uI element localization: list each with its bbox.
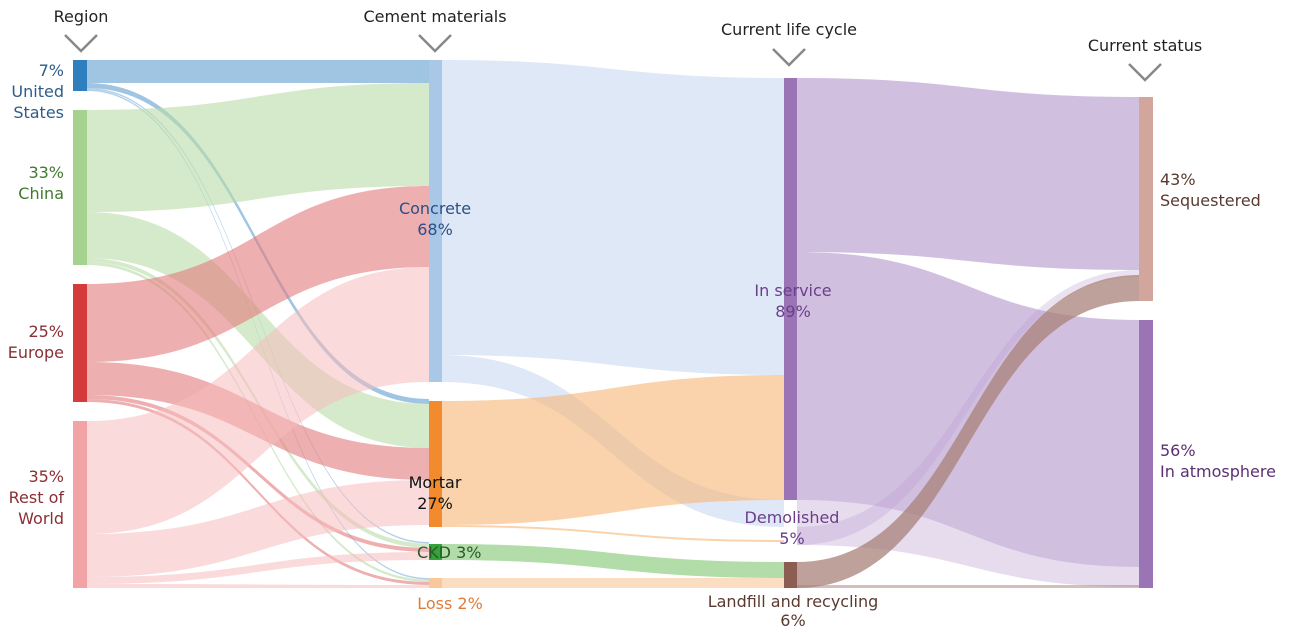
label-atmosphere-name: In atmosphere xyxy=(1160,462,1276,481)
chevron-down-icon xyxy=(772,48,806,67)
node-landfill xyxy=(784,562,797,588)
link-europe-ckd xyxy=(87,395,429,552)
label-mortar-name: Mortar xyxy=(408,473,462,492)
chevron-down-icon xyxy=(418,34,452,53)
label-landfill-name: Landfill and recycling xyxy=(707,592,879,611)
label-ckd-pct: 3% xyxy=(456,543,482,562)
node-in-service xyxy=(784,78,797,500)
label-ckd-name: CKD xyxy=(417,543,451,562)
link-europe-loss xyxy=(87,399,429,585)
label-atmosphere-pct: 56% xyxy=(1160,441,1196,460)
node-ckd xyxy=(429,544,442,560)
link-landfill-sequestered xyxy=(797,275,1139,588)
link-us-concrete xyxy=(87,60,429,83)
label-china-name: China xyxy=(18,184,64,203)
flow-links xyxy=(87,60,1139,588)
label-concrete-name: Concrete xyxy=(398,199,472,218)
header-current-life-cycle: Current life cycle xyxy=(721,20,857,39)
label-sequestered-pct: 43% xyxy=(1160,170,1196,189)
label-china: 33% China xyxy=(18,162,64,204)
label-landfill: Landfill and recycling 6% xyxy=(708,592,879,630)
link-europe-concrete xyxy=(87,186,429,362)
label-europe: 25% Europe xyxy=(8,321,64,363)
link-rest-concrete xyxy=(87,267,429,534)
label-europe-name: Europe xyxy=(7,343,64,362)
label-mortar-pct: 27% xyxy=(417,494,453,513)
link-landfill-atmosphere xyxy=(797,585,1139,588)
link-loss-landfill xyxy=(442,578,784,588)
chevron-down-icon xyxy=(64,34,98,53)
header-cement-materials: Cement materials xyxy=(363,7,507,26)
label-rest-name-1: Rest of xyxy=(8,488,64,507)
label-rest-of-world: 35% Rest of World xyxy=(9,466,64,529)
flow-nodes xyxy=(73,60,1153,588)
label-concrete-pct: 68% xyxy=(417,220,453,239)
label-rest-pct: 35% xyxy=(28,467,64,486)
label-us: 7% United States xyxy=(11,60,64,123)
label-us-pct: 7% xyxy=(38,61,64,80)
node-loss xyxy=(429,578,442,588)
link-mortar-demolished xyxy=(442,525,784,542)
link-demolished-sequestered xyxy=(797,270,1139,545)
label-demolished-name: Demolished xyxy=(744,508,840,527)
label-sequestered: 43% Sequestered xyxy=(1160,169,1261,211)
label-demolished-pct: 5% xyxy=(779,529,805,548)
node-china xyxy=(73,110,87,265)
link-rest-mortar xyxy=(87,480,429,577)
header-current-status: Current status xyxy=(1087,36,1203,55)
label-in-atmosphere: 56% In atmosphere xyxy=(1160,440,1276,482)
label-us-name-2: States xyxy=(13,103,64,122)
label-us-name-1: United xyxy=(11,82,64,101)
label-in-service-name: In service xyxy=(754,281,832,300)
label-china-pct: 33% xyxy=(28,163,64,182)
label-in-service: In service 89% xyxy=(754,280,831,322)
label-mortar: Mortar 27% xyxy=(409,472,462,514)
label-rest-name-2: World xyxy=(18,509,64,528)
label-demolished: Demolished 5% xyxy=(745,507,840,549)
label-ckd: CKD 3% xyxy=(417,542,481,563)
label-landfill-pct: 6% xyxy=(780,611,806,630)
link-mortar-inservice xyxy=(442,375,784,525)
node-mortar xyxy=(429,401,442,527)
node-sequestered xyxy=(1139,97,1153,301)
label-loss: Loss 2% xyxy=(417,594,483,613)
label-sequestered-name: Sequestered xyxy=(1160,191,1261,210)
link-inservice-sequestered xyxy=(797,78,1139,270)
link-rest-loss xyxy=(87,584,429,588)
node-united-states xyxy=(73,60,87,91)
node-europe xyxy=(73,284,87,402)
header-region: Region xyxy=(53,7,109,26)
label-concrete: Concrete 68% xyxy=(399,198,471,240)
node-concrete xyxy=(429,60,442,382)
label-in-service-pct: 89% xyxy=(775,302,811,321)
node-rest-of-world xyxy=(73,421,87,588)
link-concrete-inservice xyxy=(442,60,784,375)
link-demolished-atmosphere xyxy=(797,500,1139,587)
link-ckd-landfill xyxy=(442,544,784,578)
link-rest-ckd xyxy=(87,552,429,584)
label-europe-pct: 25% xyxy=(28,322,64,341)
chevron-down-icon xyxy=(1128,63,1162,82)
link-china-concrete xyxy=(87,83,429,212)
node-in-atmosphere xyxy=(1139,320,1153,588)
